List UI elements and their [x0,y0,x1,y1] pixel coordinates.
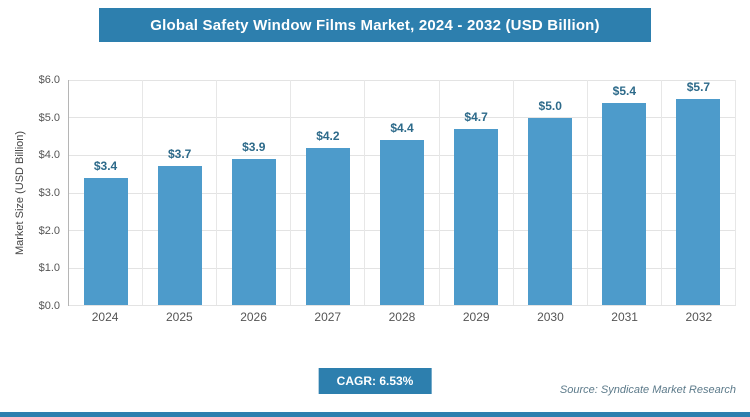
bar [231,158,276,305]
y-tick-label: $5.0 [38,111,60,124]
gridline [69,305,736,306]
y-axis-title: Market Size (USD Billion) [14,130,26,256]
gridline [69,117,736,119]
bar-value-label: $3.4 [93,158,118,173]
bar-column: $5.4 [588,80,662,305]
bar-column: $5.7 [662,80,736,305]
chart-title-banner: Global Safety Window Films Market, 2024 … [99,8,651,42]
y-tick-label: $6.0 [38,74,60,86]
y-axis-tick-labels: $6.0 $5.0 $4.0 $3.0 $2.0 $1.0 $0.0 [26,74,64,312]
y-tick-label: $3.0 [38,187,60,199]
bar-value-label: $4.4 [390,121,414,135]
bar-value-label: $5.0 [538,98,562,113]
chart-title: Global Safety Window Films Market, 2024 … [150,16,600,34]
x-tick-label: 2028 [388,310,416,324]
y-tick-label: $0.0 [38,300,60,312]
bar [676,99,721,305]
y-tick-label: $1.0 [38,262,60,275]
x-tick-label: 2029 [462,310,490,324]
bar-column: $3.4 [69,80,144,305]
bar [157,166,202,305]
bar-value-label: $4.7 [464,109,488,124]
bar [83,177,128,305]
bar-series: $3.4 $3.7 $3.9 $4.2 $4.4 $4.7 $5.0 $5.4 $5.7 [69,80,736,305]
bar [305,147,350,305]
bar [602,102,647,305]
x-tick-label: 2031 [611,310,638,324]
bar-column: $4.7 [440,80,514,305]
bar-value-label: $4.2 [316,128,340,143]
bar-column: $3.7 [143,80,218,305]
y-tick-label: $4.0 [38,149,60,162]
bar-value-label: $3.7 [167,147,192,162]
plot-area: $3.4 $3.7 $3.9 $4.2 $4.4 $4.7 $5.0 $5.4 $5.7 [68,80,736,306]
bar-column: $5.0 [514,80,588,305]
bar [528,117,573,305]
y-tick-label: $2.0 [38,224,60,237]
x-tick-label: 2024 [91,310,119,324]
bar [454,128,499,305]
cagr-badge: CAGR: 6.53% [318,368,432,394]
bar-column: $4.4 [365,80,440,305]
x-axis-tick-labels: 2024 2025 2026 2027 2028 2029 2030 2031 2032 [68,310,736,324]
x-tick-label: 2030 [537,310,564,324]
bar-value-label: $3.9 [242,139,266,154]
bar-column: $4.2 [291,80,366,305]
gridline [69,80,736,81]
bar-column: $3.9 [217,80,292,305]
x-tick-label: 2026 [240,310,267,324]
x-tick-label: 2027 [314,310,342,324]
x-tick-label: 2032 [685,310,713,324]
bar-value-label: $5.4 [612,83,636,98]
bar-value-label: $5.7 [686,80,711,94]
bar [379,140,424,305]
x-tick-label: 2025 [165,310,193,324]
source-text: Source: Syndicate Market Research [559,384,736,396]
